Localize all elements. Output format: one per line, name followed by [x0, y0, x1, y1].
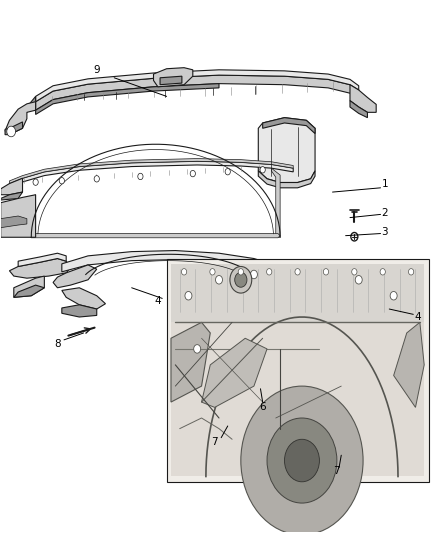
Circle shape	[185, 292, 192, 300]
Circle shape	[225, 168, 230, 175]
Circle shape	[380, 269, 385, 275]
Polygon shape	[29, 233, 280, 238]
Polygon shape	[1, 216, 27, 228]
Text: 7: 7	[211, 437, 218, 447]
Polygon shape	[171, 264, 424, 477]
Polygon shape	[10, 161, 293, 187]
Polygon shape	[35, 70, 359, 102]
Polygon shape	[5, 122, 22, 135]
Circle shape	[267, 269, 272, 275]
Circle shape	[260, 167, 265, 173]
Polygon shape	[10, 159, 293, 183]
Polygon shape	[171, 322, 210, 402]
Circle shape	[230, 266, 252, 293]
Polygon shape	[258, 118, 315, 182]
Text: 7: 7	[334, 466, 340, 476]
Polygon shape	[10, 259, 71, 278]
Circle shape	[409, 269, 414, 275]
Circle shape	[238, 269, 244, 275]
Text: 3: 3	[381, 227, 388, 237]
Circle shape	[355, 276, 362, 284]
Text: 8: 8	[54, 338, 61, 349]
Circle shape	[323, 269, 328, 275]
Text: 2: 2	[381, 208, 388, 219]
Text: 1: 1	[381, 179, 388, 189]
Polygon shape	[350, 101, 367, 118]
Polygon shape	[1, 195, 35, 237]
Polygon shape	[27, 96, 35, 112]
Circle shape	[295, 269, 300, 275]
Circle shape	[285, 439, 319, 482]
Polygon shape	[272, 168, 280, 237]
Polygon shape	[166, 259, 428, 482]
Circle shape	[7, 126, 15, 137]
Polygon shape	[228, 264, 276, 289]
Polygon shape	[62, 305, 97, 317]
Polygon shape	[258, 171, 315, 188]
Polygon shape	[5, 102, 35, 135]
Polygon shape	[35, 75, 359, 110]
Circle shape	[215, 276, 223, 284]
Circle shape	[190, 171, 195, 177]
Text: 9: 9	[93, 65, 100, 75]
Polygon shape	[201, 338, 267, 407]
Polygon shape	[53, 265, 97, 288]
Circle shape	[390, 292, 397, 300]
Polygon shape	[14, 285, 44, 297]
Circle shape	[181, 269, 187, 275]
Polygon shape	[14, 276, 44, 297]
Polygon shape	[171, 264, 424, 322]
Circle shape	[194, 345, 201, 353]
Text: 4: 4	[155, 296, 161, 306]
Polygon shape	[263, 118, 315, 134]
Polygon shape	[153, 68, 193, 87]
Circle shape	[251, 270, 258, 279]
Circle shape	[241, 386, 363, 533]
Text: 4: 4	[414, 312, 421, 322]
Circle shape	[33, 179, 38, 185]
Circle shape	[351, 232, 358, 241]
Polygon shape	[18, 253, 66, 266]
Polygon shape	[350, 85, 376, 112]
Circle shape	[59, 177, 64, 184]
Circle shape	[267, 418, 337, 503]
Polygon shape	[31, 195, 35, 237]
Circle shape	[352, 269, 357, 275]
Polygon shape	[62, 251, 272, 272]
Circle shape	[235, 272, 247, 287]
Polygon shape	[35, 84, 219, 115]
Circle shape	[138, 173, 143, 180]
Polygon shape	[160, 76, 182, 85]
Circle shape	[94, 176, 99, 182]
Polygon shape	[394, 322, 424, 407]
Text: 6: 6	[259, 402, 266, 413]
Circle shape	[210, 269, 215, 275]
Polygon shape	[62, 288, 106, 309]
Polygon shape	[1, 192, 22, 200]
Polygon shape	[1, 178, 22, 195]
Polygon shape	[219, 285, 276, 298]
